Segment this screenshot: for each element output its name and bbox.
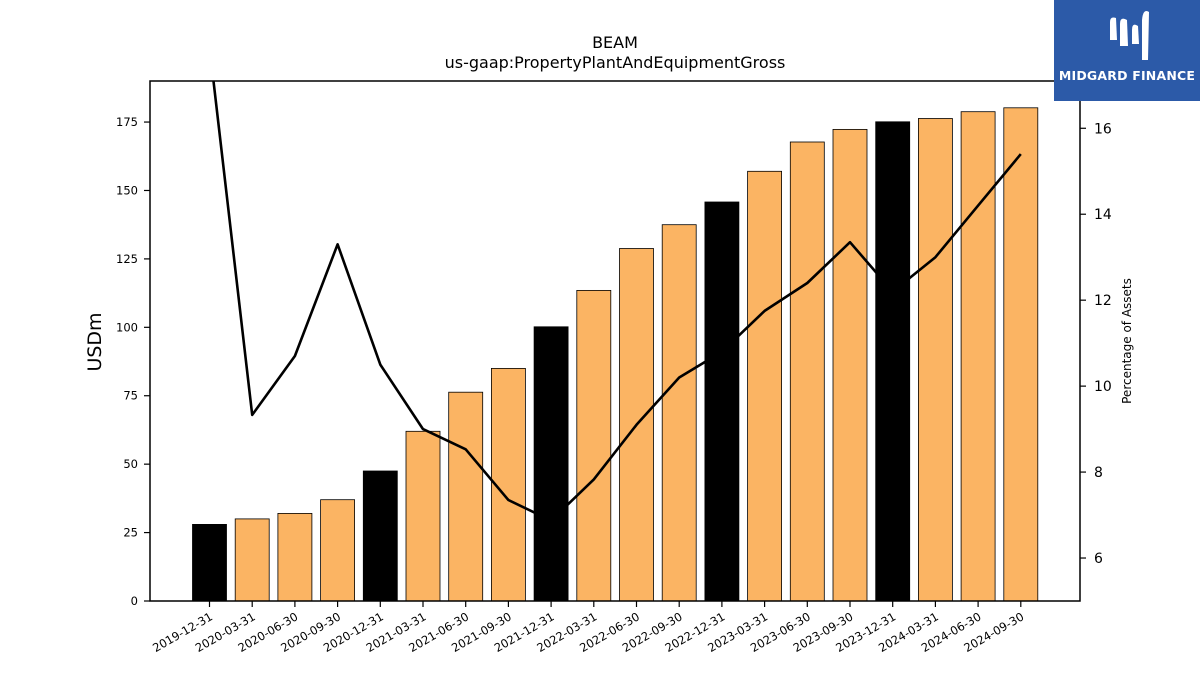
bar-2020-09-30 <box>320 499 356 602</box>
bar-2024-09-30 <box>1003 107 1039 602</box>
y-tick-label: 100 <box>116 320 138 334</box>
y-axis-left: 0 25 50 75 100 125 150 175 <box>116 115 150 608</box>
bar-2021-12-31 <box>533 326 569 602</box>
y-tick-label: 50 <box>123 457 138 471</box>
y-tick-label: 125 <box>116 252 138 266</box>
y2-tick-label: 16 <box>1094 121 1112 137</box>
y2-tick-label: 8 <box>1094 465 1103 481</box>
plot-frame <box>149 80 1081 602</box>
logo-text: MIDGARD FINANCE <box>1058 68 1196 83</box>
bar-2023-12-31 <box>875 121 911 602</box>
bar-2020-06-30 <box>277 513 313 602</box>
bar-2023-09-30 <box>832 128 868 602</box>
y-tick-label: 75 <box>123 389 138 403</box>
bars-group <box>192 107 1039 602</box>
y-tick-label: 150 <box>116 183 138 197</box>
bar-2024-06-30 <box>960 111 996 602</box>
y-axis-label: USDm <box>84 312 106 371</box>
bar-2024-03-31 <box>918 118 953 602</box>
bar-2021-06-30 <box>448 391 484 602</box>
y-tick-label: 25 <box>123 526 138 540</box>
bar-2023-06-30 <box>789 141 825 602</box>
y-tick-label: 175 <box>116 115 138 129</box>
y-axis-right: 6 8 10 12 14 16 <box>1080 121 1112 567</box>
midgard-logo-icon <box>1110 11 1149 60</box>
y2-tick-label: 14 <box>1094 207 1112 223</box>
y2-tick-label: 12 <box>1094 293 1112 309</box>
x-axis: 2019-12-312020-03-312020-06-302020-09-30… <box>150 601 1026 655</box>
bar-2022-03-31 <box>576 289 612 602</box>
chart-title: BEAM <box>592 33 638 52</box>
y2-tick-label: 6 <box>1094 551 1103 567</box>
bar-2020-03-31 <box>234 518 270 602</box>
bar-2022-12-31 <box>704 201 740 602</box>
bar-2023-03-31 <box>747 170 782 602</box>
midgard-finance-logo: MIDGARD FINANCE <box>1054 0 1200 101</box>
y2-axis-label: Percentage of Assets <box>1120 278 1134 404</box>
chart-subtitle: us-gaap:PropertyPlantAndEquipmentGross <box>445 53 786 72</box>
y2-tick-label: 10 <box>1094 379 1112 395</box>
bar-2019-12-31 <box>192 524 227 602</box>
bar-2022-09-30 <box>661 224 697 602</box>
y-tick-label: 0 <box>131 594 138 608</box>
bar-2020-12-31 <box>362 470 398 602</box>
percentage-line <box>212 81 1022 522</box>
bar-2021-03-31 <box>405 430 441 602</box>
